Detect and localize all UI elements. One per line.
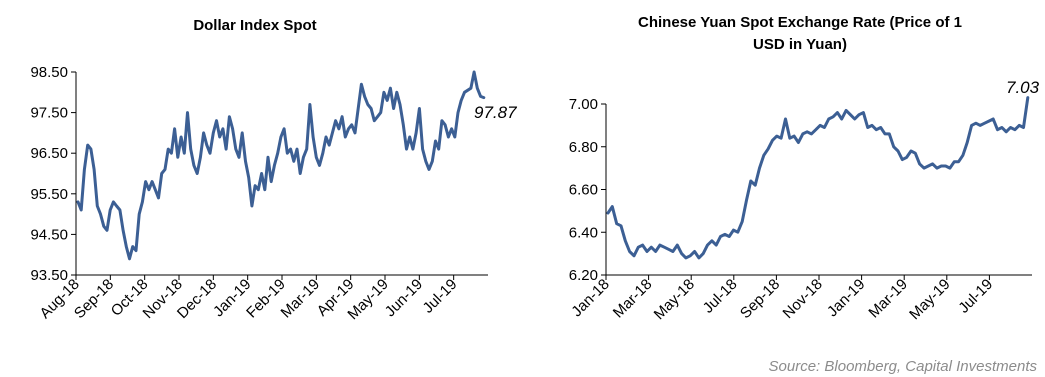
chart-title-line-1: Chinese Yuan Spot Exchange Rate (Price o… — [638, 14, 962, 31]
dollar-index-chart: Dollar Index Spot 93.50 94.50 95.50 96.50 97… — [30, 17, 517, 323]
x-tick-label: Nov-18 — [780, 276, 826, 322]
y-tick-label: 6.20 — [569, 267, 598, 284]
y-tick-label: 98.50 — [30, 64, 68, 81]
x-tick-label: Jul-19 — [955, 276, 996, 317]
x-tick-label: Mar-19 — [865, 276, 911, 322]
x-tick-label: May-19 — [906, 276, 953, 323]
y-tick-label: 94.50 — [30, 226, 68, 243]
x-tick-label: Mar-19 — [278, 276, 324, 322]
x-tick-label: Sep-18 — [737, 276, 783, 322]
y-tick-label: 93.50 — [30, 267, 68, 284]
x-tick-label: Jan-19 — [824, 276, 868, 320]
x-tick-label: Sep-18 — [71, 276, 117, 322]
source-note: Source: Bloomberg, Capital Investments — [769, 358, 1038, 375]
yuan-exchange-chart: Chinese Yuan Spot Exchange Rate (Price o… — [568, 14, 1039, 323]
x-tick-label: Jul-18 — [700, 276, 741, 317]
end-value-label: 97.87 — [474, 103, 517, 122]
x-tick-label: Jul-19 — [420, 276, 461, 317]
chart-title-line-2: USD in Yuan) — [753, 36, 847, 53]
y-tick-label: 7.00 — [569, 96, 598, 113]
x-tick-label: May-18 — [651, 276, 698, 323]
y-tick-label: 6.60 — [569, 182, 598, 199]
y-tick-label: 6.40 — [569, 224, 598, 241]
y-tick-label: 95.50 — [30, 186, 68, 203]
end-value-label: 7.03 — [1006, 78, 1040, 97]
x-tick-label: Dec-18 — [174, 276, 220, 322]
series-line — [606, 96, 1030, 260]
y-tick-label: 6.80 — [569, 139, 598, 156]
x-tick-label: Jun-19 — [382, 276, 426, 320]
y-tick-label: 96.50 — [30, 145, 68, 162]
chart-title: Dollar Index Spot — [193, 17, 316, 34]
y-tick-label: 97.50 — [30, 105, 68, 122]
x-tick-label: Mar-18 — [610, 276, 656, 322]
series-line — [76, 70, 486, 261]
